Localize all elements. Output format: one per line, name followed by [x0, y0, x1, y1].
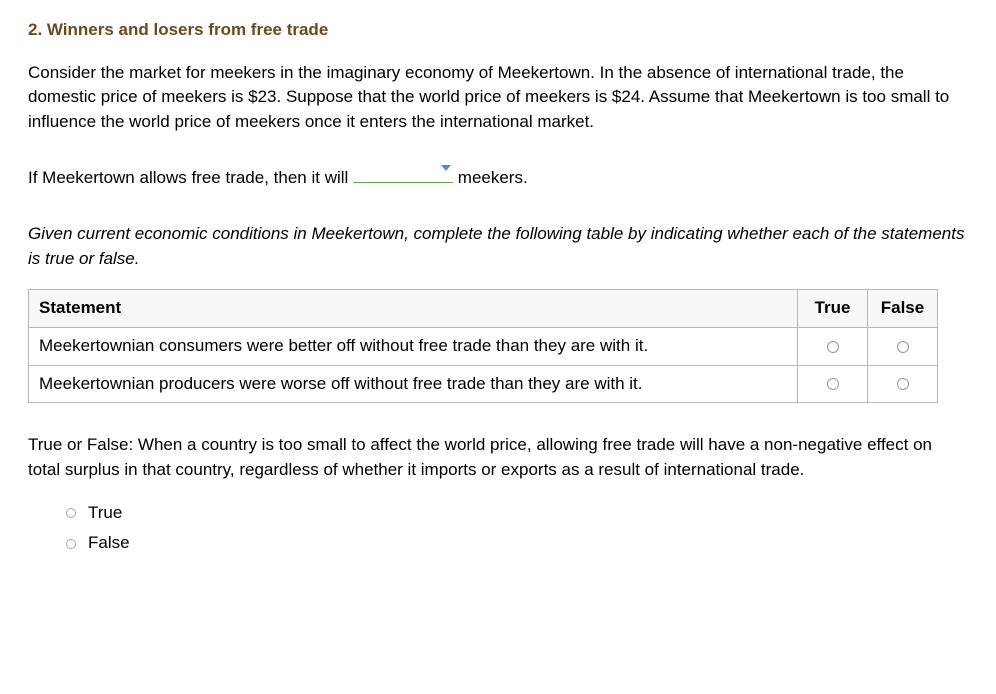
col-header-statement: Statement [29, 290, 798, 328]
true-false-table: Statement True False Meekertownian consu… [28, 289, 938, 403]
radio-row1-true[interactable] [827, 341, 839, 353]
statement-cell: Meekertownian producers were worse off w… [29, 365, 798, 403]
radio-row1-false[interactable] [897, 341, 909, 353]
option-true-row[interactable]: True [66, 501, 968, 526]
radio-row2-false[interactable] [897, 378, 909, 390]
fill-blank-suffix: meekers. [458, 168, 528, 187]
table-row: Meekertownian producers were worse off w… [29, 365, 938, 403]
fill-blank-prefix: If Meekertown allows free trade, then it… [28, 168, 348, 187]
table-row: Meekertownian consumers were better off … [29, 328, 938, 366]
option-false-row[interactable]: False [66, 531, 968, 556]
table-header-row: Statement True False [29, 290, 938, 328]
fill-blank-sentence: If Meekertown allows free trade, then it… [28, 163, 968, 191]
col-header-true: True [798, 290, 868, 328]
radio-option-false[interactable] [66, 539, 76, 549]
chevron-down-icon [441, 165, 451, 171]
intro-paragraph: Consider the market for meekers in the i… [28, 61, 968, 135]
statement-cell: Meekertownian consumers were better off … [29, 328, 798, 366]
col-header-false: False [868, 290, 938, 328]
option-true-label: True [88, 501, 122, 526]
fill-blank-dropdown[interactable] [353, 163, 453, 183]
table-instruction: Given current economic conditions in Mee… [28, 222, 968, 271]
radio-row2-true[interactable] [827, 378, 839, 390]
true-false-question-text: True or False: When a country is too sma… [28, 433, 968, 482]
question-heading: 2. Winners and losers from free trade [28, 18, 968, 43]
option-false-label: False [88, 531, 130, 556]
radio-option-true[interactable] [66, 508, 76, 518]
